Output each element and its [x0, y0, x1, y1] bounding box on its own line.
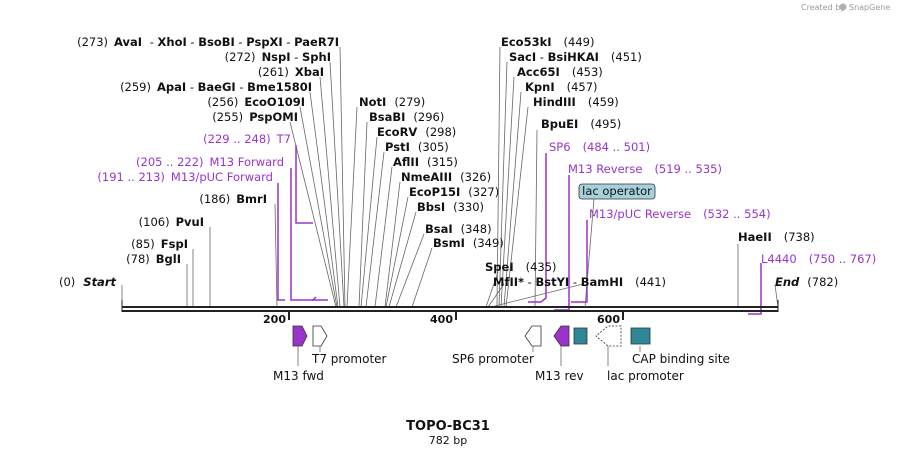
site-label-kpni[interactable]: KpnI (457) — [525, 80, 598, 94]
map-length: 782 bp — [429, 434, 467, 447]
primer-label-sp6[interactable]: SP6 (484 .. 501) — [549, 140, 650, 154]
mid-enzyme-labels: NotI (279) BsaBI (296) EcoRV (298) PstI (305… — [359, 95, 504, 250]
start-label: (0) Start — [59, 275, 117, 289]
sp6-promoter-arrow-icon[interactable] — [524, 325, 542, 347]
t7-promoter-arrow-icon[interactable] — [312, 325, 328, 347]
right-enzyme-labels: Eco53kI (449) SacI - BsiHKAI (451) Acc65I(… — [501, 35, 642, 131]
snapgene-credit: Created by SnapGene — [801, 3, 890, 12]
site-label-noti[interactable]: NotI (279) — [359, 95, 425, 109]
map-title: TOPO-BC31 — [406, 419, 490, 434]
primer-label-t7[interactable]: (229 .. 248) T7 — [203, 132, 291, 146]
feature-label-t7-promoter[interactable]: T7 promoter — [311, 352, 387, 366]
features-row: T7 promoter M13 fwd SP6 promoter M13 rev… — [273, 325, 730, 383]
ruler-400: 400 — [430, 313, 453, 326]
cap-binding-site-box[interactable] — [630, 327, 651, 345]
site-label-186[interactable]: (186) BmrI — [199, 192, 267, 206]
feature-label-lac-promoter[interactable]: lac promoter — [607, 369, 684, 383]
m13-fwd-arrow-icon[interactable] — [292, 325, 308, 347]
dna-top-strand — [122, 306, 778, 308]
site-label-261[interactable]: (261) XbaI — [258, 65, 324, 79]
site-label-273[interactable]: (273) AvaI - XhoI - BsoBI - PspXI - PaeR7… — [77, 35, 339, 49]
site-label-haeii[interactable]: HaeII (738) — [738, 230, 815, 244]
feature-label-m13-rev[interactable]: M13 rev — [535, 369, 584, 383]
site-label-acc65i[interactable]: Acc65I (453) — [517, 65, 603, 79]
ruler: 200 400 600 — [263, 312, 624, 326]
site-connectors — [121, 46, 779, 308]
credit-brand: SnapGene — [849, 3, 890, 12]
lac-operator-feature-box[interactable] — [573, 327, 588, 345]
site-label-78[interactable]: (78) BglI — [126, 252, 181, 266]
site-label-spei[interactable]: SpeI (435) — [485, 260, 557, 274]
primer-label-m13-reverse[interactable]: M13 Reverse (519 .. 535) — [568, 162, 722, 176]
right-primer-labels: SP6 (484 .. 501) M13 Reverse (519 .. 535) … — [549, 140, 876, 266]
site-label-bbsi[interactable]: BbsI (330) — [417, 200, 484, 214]
primer-label-m13-puc-forward[interactable]: (191 .. 213) M13/pUC Forward — [97, 170, 273, 184]
lower-site-labels: SpeI (435) MfII* - BstYI - BamHI (441) Hae… — [485, 230, 815, 289]
lac-operator-label[interactable]: lac operator — [578, 183, 656, 200]
site-label-bpuei[interactable]: BpuEI (495) — [541, 117, 621, 131]
m13-rev-arrow-icon[interactable] — [553, 325, 570, 347]
site-label-255[interactable]: (255) PspOMI — [212, 110, 298, 124]
site-label-bsabi[interactable]: BsaBI (296) — [369, 110, 444, 124]
credit-text: Created by — [801, 3, 845, 12]
svg-text:lac operator: lac operator — [582, 184, 652, 198]
site-label-bsmi[interactable]: BsmI (349) — [433, 236, 504, 250]
primer-label-m13-puc-reverse[interactable]: M13/pUC Reverse (532 .. 554) — [589, 207, 771, 221]
feature-label-sp6-promoter[interactable]: SP6 promoter — [452, 352, 534, 366]
site-label-saci[interactable]: SacI - BsiHKAI (451) — [509, 50, 642, 64]
lac-promoter-arrow-icon[interactable] — [595, 325, 622, 347]
site-label-256[interactable]: (256) EcoO109I — [207, 95, 305, 109]
site-label-hindiii[interactable]: HindIII (459) — [533, 95, 619, 109]
dna-bottom-strand — [122, 310, 778, 312]
primer-label-l4440[interactable]: L4440 (750 .. 767) — [761, 252, 876, 266]
feature-label-m13-fwd[interactable]: M13 fwd — [273, 369, 324, 383]
left-primer-labels: (229 .. 248) T7 (205 .. 222) M13 Forward (… — [97, 132, 291, 184]
site-label-85[interactable]: (85) FspI — [131, 237, 188, 251]
site-label-259[interactable]: (259) ApaI - BaeGI - Bme1580I — [120, 80, 312, 94]
snapgene-logo-icon — [839, 3, 847, 11]
lac-operator-connector — [584, 198, 595, 308]
end-label: End (782) — [775, 275, 838, 289]
site-label-ecop15i[interactable]: EcoP15I (327) — [409, 185, 499, 199]
primer-label-m13-forward[interactable]: (205 .. 222) M13 Forward — [136, 155, 284, 169]
site-label-ecorv[interactable]: EcoRV (298) — [377, 125, 456, 139]
site-label-eco53ki[interactable]: Eco53kI (449) — [501, 35, 594, 49]
site-label-aflii[interactable]: AflII (315) — [393, 155, 458, 169]
site-label-nmeaiii[interactable]: NmeAIII (326) — [401, 170, 491, 184]
ruler-600: 600 — [597, 313, 620, 326]
site-label-mfli-bstyi-bamhi[interactable]: MfII* - BstYI - BamHI (441) — [493, 275, 666, 289]
site-label-272[interactable]: (272) NspI - SphI — [225, 50, 331, 64]
feature-label-cap-binding-site[interactable]: CAP binding site — [632, 352, 730, 366]
site-label-106[interactable]: (106) PvuI — [139, 215, 204, 229]
site-label-psti[interactable]: PstI (305) — [385, 140, 449, 154]
ruler-200: 200 — [263, 313, 286, 326]
site-label-bsai[interactable]: BsaI (348) — [425, 222, 492, 236]
left-enzyme-labels: (273) AvaI - XhoI - BsoBI - PspXI - PaeR7… — [77, 35, 339, 266]
